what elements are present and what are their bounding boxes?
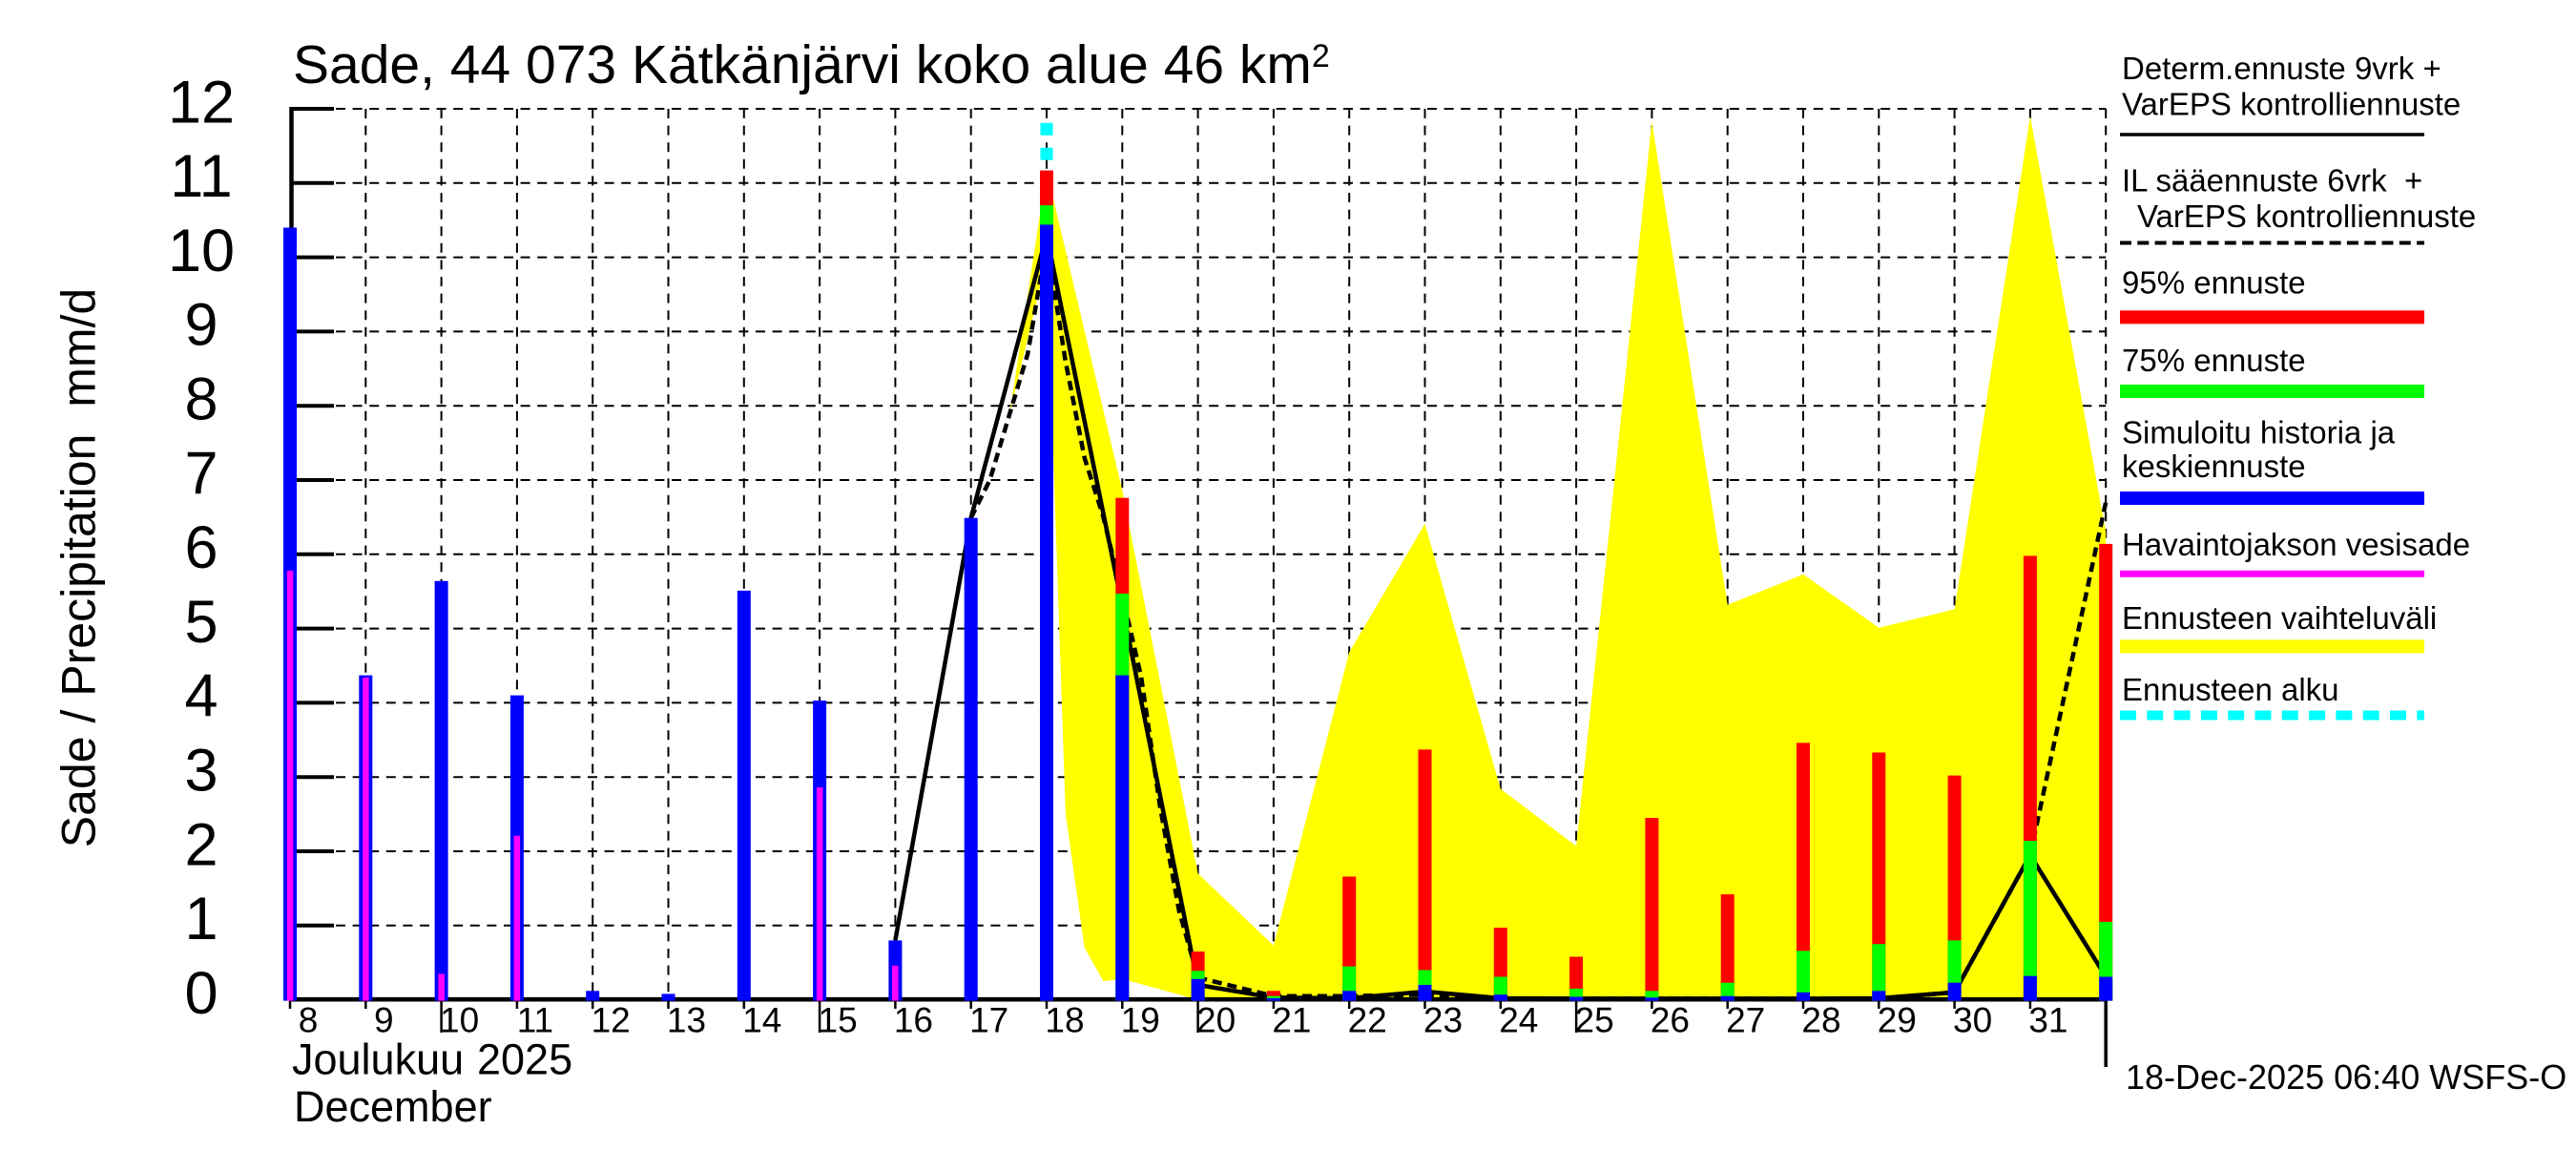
svg-text:Sade, 44 073 Kätkänjärvi koko: Sade, 44 073 Kätkänjärvi koko alue 46 km… <box>293 34 1330 95</box>
svg-text:9: 9 <box>374 1001 394 1040</box>
svg-text:Ennusteen alku: Ennusteen alku <box>2122 672 2339 707</box>
svg-text:23: 23 <box>1423 1001 1463 1040</box>
svg-text:IL sääennuste 6vrk +: IL sääennuste 6vrk + <box>2122 163 2422 199</box>
svg-text:19: 19 <box>1121 1001 1160 1040</box>
svg-text:20: 20 <box>1196 1001 1236 1040</box>
svg-text:Sade / Precipitation mm/d: Sade / Precipitation mm/d <box>52 288 106 847</box>
svg-text:VarEPS kontrolliennuste: VarEPS kontrolliennuste <box>2122 86 2461 121</box>
svg-text:75% ennuste: 75% ennuste <box>2122 343 2306 378</box>
svg-text:21: 21 <box>1272 1001 1311 1040</box>
svg-text:Determ.ennuste 9vrk +: Determ.ennuste 9vrk + <box>2122 51 2441 86</box>
svg-text:4: 4 <box>184 663 218 730</box>
svg-text:5: 5 <box>184 589 218 656</box>
svg-text:VarEPS kontrolliennuste: VarEPS kontrolliennuste <box>2137 199 2476 234</box>
svg-text:6: 6 <box>184 514 218 581</box>
svg-text:95% ennuste: 95% ennuste <box>2122 265 2306 301</box>
svg-text:Joulukuu: Joulukuu <box>292 1035 464 1083</box>
svg-text:11: 11 <box>170 143 232 210</box>
svg-text:14: 14 <box>742 1001 781 1040</box>
svg-text:15: 15 <box>819 1001 858 1040</box>
svg-text:10: 10 <box>168 218 235 284</box>
svg-text:8: 8 <box>299 1001 319 1040</box>
svg-text:26: 26 <box>1651 1001 1690 1040</box>
svg-text:30: 30 <box>1953 1001 1992 1040</box>
svg-text:8: 8 <box>184 366 218 433</box>
svg-text:31: 31 <box>2028 1001 2067 1040</box>
svg-text:17: 17 <box>969 1001 1008 1040</box>
svg-text:keskiennuste: keskiennuste <box>2122 449 2306 484</box>
svg-text:22: 22 <box>1348 1001 1387 1040</box>
svg-text:2: 2 <box>184 811 218 878</box>
svg-text:16: 16 <box>894 1001 933 1040</box>
svg-text:1: 1 <box>184 886 218 952</box>
svg-text:18: 18 <box>1045 1001 1084 1040</box>
svg-text:24: 24 <box>1499 1001 1538 1040</box>
svg-text:12: 12 <box>592 1001 631 1040</box>
svg-text:25: 25 <box>1575 1001 1614 1040</box>
svg-text:Havaintojakson vesisade: Havaintojakson vesisade <box>2122 527 2470 562</box>
svg-text:12: 12 <box>168 69 235 136</box>
svg-text:27: 27 <box>1726 1001 1765 1040</box>
svg-text:9: 9 <box>184 292 218 359</box>
svg-text:29: 29 <box>1878 1001 1917 1040</box>
svg-text:7: 7 <box>184 440 218 507</box>
svg-text:13: 13 <box>667 1001 706 1040</box>
svg-text:3: 3 <box>184 738 218 805</box>
svg-text:11: 11 <box>517 1001 553 1040</box>
svg-text:10: 10 <box>440 1001 479 1040</box>
svg-text:2025: 2025 <box>477 1035 572 1083</box>
svg-text:28: 28 <box>1801 1001 1840 1040</box>
svg-text:18-Dec-2025 06:40 WSFS-O: 18-Dec-2025 06:40 WSFS-O <box>2126 1057 2566 1097</box>
svg-text:Ennusteen vaihteluväli: Ennusteen vaihteluväli <box>2122 600 2437 636</box>
svg-text:0: 0 <box>184 960 218 1027</box>
svg-text:Simuloitu historia ja: Simuloitu historia ja <box>2122 414 2396 450</box>
svg-text:December: December <box>294 1082 492 1131</box>
